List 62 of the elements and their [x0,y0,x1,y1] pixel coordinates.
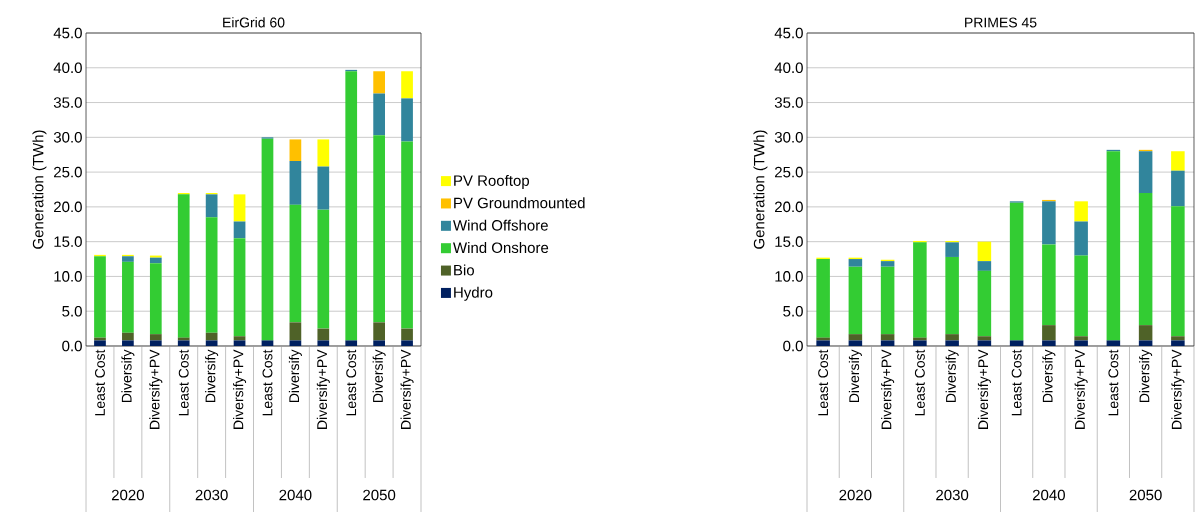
x-tick-label: Diversify+PV [149,349,163,429]
x-tick-label: Diversify+PV [233,349,247,429]
text: 2020 [111,489,144,501]
y-tick-label: 45.0 [53,27,82,39]
x-tick-label: Diversify+PV [881,349,895,429]
text: 2050 [363,489,396,501]
y-tick-label: 15.0 [775,236,803,247]
y-tick-label: 40.0 [774,62,803,74]
x-tick-label: Diversify+PV [1171,349,1185,429]
x-tick-label: Least Cost [262,349,273,416]
y-tick-label: 25.0 [775,166,803,178]
x-tick-label: Diversify+PV [977,349,991,429]
legend-label: PV Groundmounted [454,197,585,209]
x-tick-label: Least Cost [818,349,829,416]
y-tick-label: 30.0 [53,132,82,143]
y-tick-label: 40.0 [53,62,82,74]
x-tick-label: Least Cost [914,349,925,416]
legend-label: Bio [454,264,475,276]
x-tick-label: Diversify [121,349,135,403]
y-tick-label: 5.0 [783,305,803,317]
y-tick-label: 10.0 [54,271,82,282]
x-tick-label: Diversify+PV [400,349,414,429]
legend-label: Wind Offshore [453,219,548,231]
x-tick-label: Diversify [1139,349,1153,403]
x-tick-label: Least Cost [178,349,189,416]
y-axis-title: Generation (TWh) [32,130,47,249]
chart-title: EirGrid 60 [223,17,285,28]
x-tick-label: Diversify [205,349,219,403]
x-tick-label: Diversify+PV [316,349,330,429]
text: 2040 [1032,489,1065,501]
x-tick-label: Diversify [288,349,302,403]
text: 2050 [1129,489,1162,501]
x-tick-label: Least Cost [346,349,357,416]
y-tick-label: 5.0 [62,305,82,317]
text: 2040 [279,489,312,501]
x-tick-label: Least Cost [1011,349,1022,416]
y-tick-label: 45.0 [774,27,803,39]
y-tick-label: 25.0 [54,166,82,178]
y-tick-label: 20.0 [775,201,803,213]
text: 2030 [195,489,228,501]
x-tick-label: Diversify [945,349,959,403]
text: 2030 [936,489,969,501]
x-tick-label: Diversify [372,349,386,403]
x-tick-label: Diversify+PV [1074,349,1088,429]
x-tick-label: Diversify [848,349,862,403]
legend-label: PV Rooftop [454,174,530,189]
y-tick-label: 10.0 [775,271,803,282]
text: 2020 [839,489,872,501]
chart-title: PRIMES 45 [965,17,1037,28]
y-tick-label: 20.0 [54,201,82,213]
y-axis-title: Generation (TWh) [753,130,768,249]
x-tick-label: Diversify [1042,349,1056,403]
legend-label: Wind Onshore [453,242,549,254]
y-tick-label: 15.0 [54,236,82,247]
y-tick-label: 30.0 [774,132,803,143]
x-tick-label: Least Cost [95,349,105,416]
x-tick-label: Least Cost [1108,349,1119,416]
y-tick-label: 0.0 [62,340,82,352]
legend-label: Hydro [454,286,493,301]
y-tick-label: 0.0 [783,340,803,352]
y-tick-label: 35.0 [774,97,803,108]
y-tick-label: 35.0 [53,97,82,108]
